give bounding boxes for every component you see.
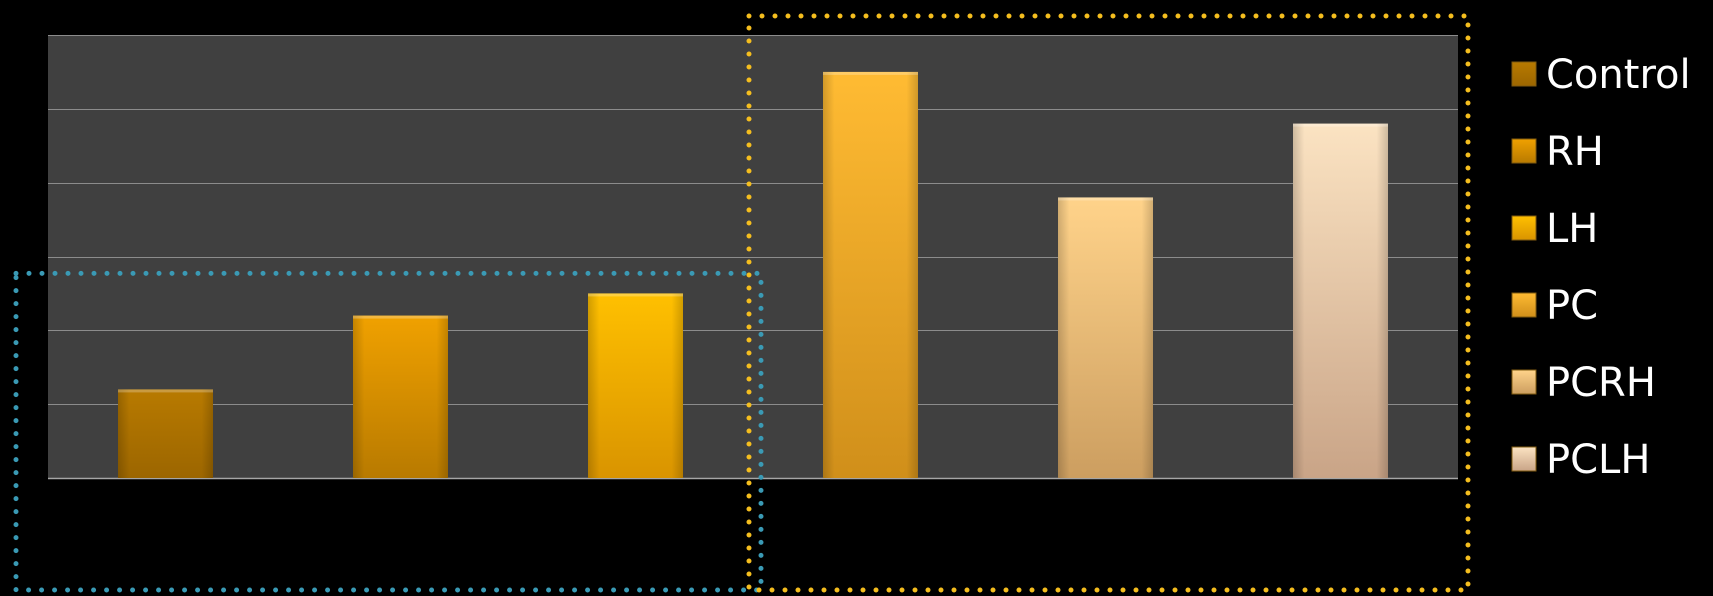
legend-swatch [1511, 446, 1537, 472]
bar-edge-shade [823, 71, 918, 479]
plot-area [48, 35, 1458, 478]
bar-edge-shade [1058, 197, 1153, 478]
legend-swatch [1511, 61, 1537, 87]
legend-swatch [1511, 292, 1537, 318]
bar-top-highlight [1293, 123, 1388, 127]
legend-label: PC [1546, 283, 1598, 329]
bar-top-highlight [118, 389, 213, 393]
gridlines [48, 35, 1458, 480]
bar-rh [353, 315, 448, 478]
bar-pc [823, 71, 918, 479]
bar-edge-shade [353, 315, 448, 478]
legend-label: PCLH [1546, 437, 1650, 483]
bar-top-highlight [353, 315, 448, 319]
bar-edge-shade [588, 293, 683, 478]
annotations [13, 13, 1471, 593]
legend-swatch [1511, 215, 1537, 241]
bars [118, 71, 1388, 479]
legend: Control RH LH PC PCRH PCLH [1511, 52, 1691, 483]
bar-top-highlight [588, 293, 683, 297]
legend-item: Control [1511, 52, 1691, 98]
bar-control [118, 389, 213, 478]
annotation-dotted-box [746, 13, 1471, 593]
legend-item: PC [1511, 283, 1598, 329]
legend-item: RH [1511, 129, 1604, 175]
bar-pclh [1293, 123, 1388, 478]
bar-top-highlight [823, 71, 918, 75]
legend-swatch [1511, 138, 1537, 164]
bar-top-highlight [1058, 197, 1153, 201]
annotation-dotted-box [13, 270, 764, 593]
legend-label: Control [1546, 52, 1691, 98]
legend-item: LH [1511, 206, 1598, 252]
legend-item: PCLH [1511, 437, 1650, 483]
legend-label: RH [1546, 129, 1604, 175]
bar-edge-shade [1293, 123, 1388, 478]
legend-item: PCRH [1511, 360, 1656, 406]
bar-pcrh [1058, 197, 1153, 478]
bar-lh [588, 293, 683, 478]
legend-label: PCRH [1546, 360, 1656, 406]
bar-edge-shade [118, 389, 213, 478]
legend-swatch [1511, 369, 1537, 395]
legend-label: LH [1546, 206, 1598, 252]
